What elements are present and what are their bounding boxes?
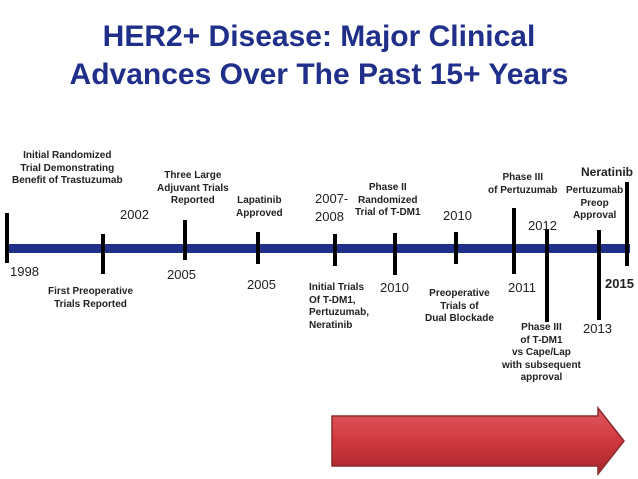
progress-arrow xyxy=(331,406,625,476)
tick-phase2-tdm1 xyxy=(393,233,397,275)
year-2002: 2002 xyxy=(120,207,149,222)
year-2011: 2011 xyxy=(508,280,536,295)
year-2005-b: 2005 xyxy=(247,277,276,292)
year-2010-a: 2010 xyxy=(380,280,409,295)
event-first-preoperative: First Preoperative Trials Reported xyxy=(48,286,134,310)
slide-title: HER2+ Disease: Major Clinical Advances O… xyxy=(0,18,638,94)
timeline-axis xyxy=(8,244,630,253)
year-2005-a: 2005 xyxy=(167,267,196,282)
event-preop-dual-blockade: Preoperative Trials of Dual Blockade xyxy=(425,288,494,324)
event-phase3-tdm1: Phase III of T-DM1 vs Cape/Lap with subs… xyxy=(502,322,581,383)
tick-first-preop xyxy=(101,234,105,274)
tick-three-large xyxy=(183,220,187,260)
event-phase2-tdm1: Phase II Randomized Trial of T-DM1 xyxy=(355,182,421,218)
event-phase3-pertuzumab: Phase III of Pertuzumab xyxy=(488,172,558,196)
tick-pertuzumab-preop xyxy=(597,230,601,320)
title-line-1: HER2+ Disease: Major Clinical xyxy=(102,20,536,53)
arrow-shape xyxy=(331,406,625,476)
tick-phase3-tdm1 xyxy=(545,230,549,322)
tick-2007 xyxy=(333,234,337,266)
year-2007-2008: 2007- 2008 xyxy=(315,191,349,224)
tick-1998 xyxy=(5,213,9,263)
year-2015: 2015 xyxy=(605,276,634,291)
event-lapatinib-approved: Lapatinib Approved xyxy=(236,195,283,219)
event-initial-randomized-trial: Initial Randomized Trial Demonstrating B… xyxy=(12,150,123,186)
year-2013: 2013 xyxy=(583,321,612,336)
year-1998: 1998 xyxy=(10,264,39,279)
tick-neratinib xyxy=(625,182,629,266)
title-line-2: Advances Over The Past 15+ Years xyxy=(69,58,569,91)
year-2010-b: 2010 xyxy=(443,208,472,223)
tick-phase3-pertuzumab xyxy=(512,208,516,274)
tick-lapatinib xyxy=(256,232,260,264)
year-2012: 2012 xyxy=(528,218,557,233)
event-initial-trials-tdm1: Initial Trials Of T-DM1, Pertuzumab, Ner… xyxy=(309,282,370,331)
event-neratinib: Neratinib xyxy=(581,165,634,179)
event-three-large-adjuvant: Three Large Adjuvant Trials Reported xyxy=(157,170,229,206)
event-pertuzumab-preop-approval: Pertuzumab Preop Approval xyxy=(566,185,624,221)
tick-preop-dual xyxy=(454,232,458,264)
